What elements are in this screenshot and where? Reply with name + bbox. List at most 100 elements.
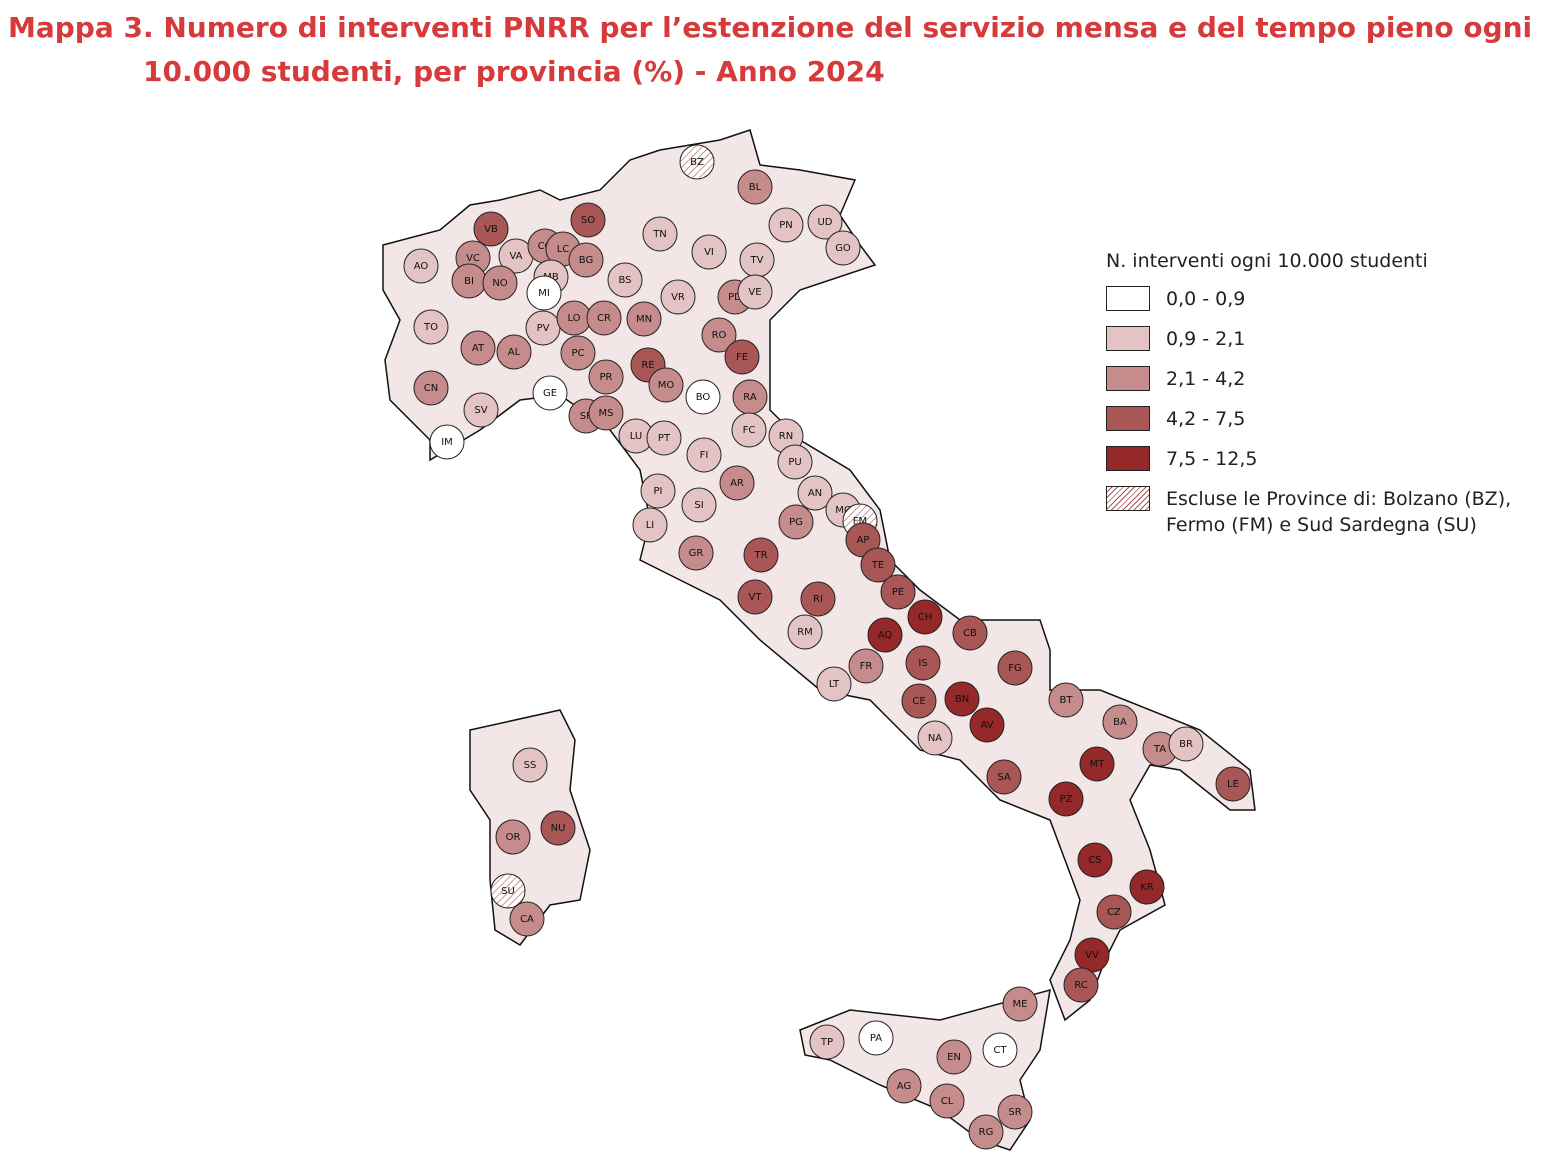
province-label: AV (980, 720, 993, 731)
province-label: SS (524, 760, 537, 771)
province-area (1077, 842, 1113, 878)
province-label: FM (853, 516, 867, 527)
province-area (660, 279, 696, 315)
province-label: GO (835, 243, 851, 254)
province-area (816, 666, 852, 702)
province-area (626, 301, 662, 337)
province-label: BZ (690, 157, 704, 168)
province-label: AL (508, 347, 521, 358)
province-area (737, 274, 773, 310)
province-area (607, 262, 643, 298)
province-area (719, 465, 755, 501)
province-label: PI (654, 486, 663, 497)
province-area (685, 379, 721, 415)
province-area (482, 265, 518, 301)
legend-swatch (1106, 286, 1150, 311)
province-label: AP (857, 535, 870, 546)
province-area (1079, 746, 1115, 782)
province-area (731, 412, 767, 448)
legend-label: Escluse le Province di: Bolzano (BZ), Fe… (1166, 488, 1512, 536)
province-area (825, 230, 861, 266)
province-label: FE (736, 352, 748, 363)
province-label: KR (1140, 882, 1154, 893)
province-area (907, 599, 943, 635)
province-area (1002, 986, 1038, 1022)
province-area (686, 437, 722, 473)
province-label: VA (509, 251, 522, 262)
province-label: TN (652, 229, 667, 240)
province-label: SP (580, 411, 592, 422)
province-label: CZ (1107, 907, 1121, 918)
province-label: IM (441, 437, 453, 448)
province-area (901, 683, 937, 719)
province-label: PE (892, 587, 904, 598)
province-label: BO (696, 392, 711, 403)
province-label: CO (538, 241, 553, 252)
province-area (570, 202, 606, 238)
province-area (460, 330, 496, 366)
province-label: RI (813, 594, 823, 605)
province-area (1063, 967, 1099, 1003)
province-area (413, 309, 449, 345)
province-area (777, 444, 813, 480)
legend-swatch (1106, 366, 1150, 391)
province-label: CA (520, 914, 534, 925)
province-label: ME (1013, 999, 1028, 1010)
province-label: SA (997, 772, 1011, 783)
province-area (495, 819, 531, 855)
province-label: NU (551, 823, 566, 834)
province-area (632, 507, 668, 543)
province-label: AO (414, 261, 429, 272)
province-label: CL (941, 1096, 954, 1107)
province-label: PT (658, 433, 671, 444)
province-area (490, 873, 526, 909)
province-area (691, 234, 727, 270)
province-label: CS (1088, 855, 1101, 866)
province-label: IS (918, 658, 927, 669)
province-area (473, 211, 509, 247)
province-label: PG (789, 517, 803, 528)
province-label: BN (955, 694, 969, 705)
province-area (403, 248, 439, 284)
province-label: RN (779, 431, 793, 442)
province-area (526, 275, 562, 311)
legend-label: 0,9 - 2,1 (1166, 328, 1246, 350)
province-label: RC (1074, 980, 1087, 991)
province-label: BT (1060, 695, 1074, 706)
province-area (646, 420, 682, 456)
province-label: PR (600, 372, 613, 383)
legend-item: Escluse le Province di: Bolzano (BZ), Fe… (1106, 486, 1526, 538)
province-label: PV (537, 323, 550, 334)
province-label: AG (897, 1081, 911, 1092)
province-label: SO (581, 215, 595, 226)
province-area (743, 537, 779, 573)
legend-label: 0,0 - 0,9 (1166, 288, 1246, 310)
province-area (737, 169, 773, 205)
province-label: LU (630, 431, 642, 442)
province-area (1168, 726, 1204, 762)
province-label: FI (700, 450, 709, 461)
province-label: FC (743, 425, 756, 436)
province-area (917, 720, 953, 756)
province-label: CH (918, 612, 933, 623)
province-label: NO (492, 278, 507, 289)
province-label: MI (538, 288, 550, 299)
legend-swatch (1106, 446, 1150, 471)
province-label: VV (1085, 950, 1099, 961)
province-label: BS (618, 275, 631, 286)
province-label: PA (870, 1033, 882, 1044)
province-area (968, 1114, 1004, 1150)
province-area (512, 747, 548, 783)
province-label: LC (557, 244, 570, 255)
legend-label: 2,1 - 4,2 (1166, 368, 1246, 390)
province-area (532, 375, 568, 411)
province-label: BR (1179, 739, 1193, 750)
province-area (588, 359, 624, 395)
province-area (1129, 869, 1165, 905)
province-area (560, 335, 596, 371)
province-area (997, 650, 1033, 686)
legend-item: 0,9 - 2,1 (1106, 326, 1526, 352)
province-label: AT (472, 343, 485, 354)
province-label: NA (928, 733, 942, 744)
province-area (997, 1094, 1033, 1130)
